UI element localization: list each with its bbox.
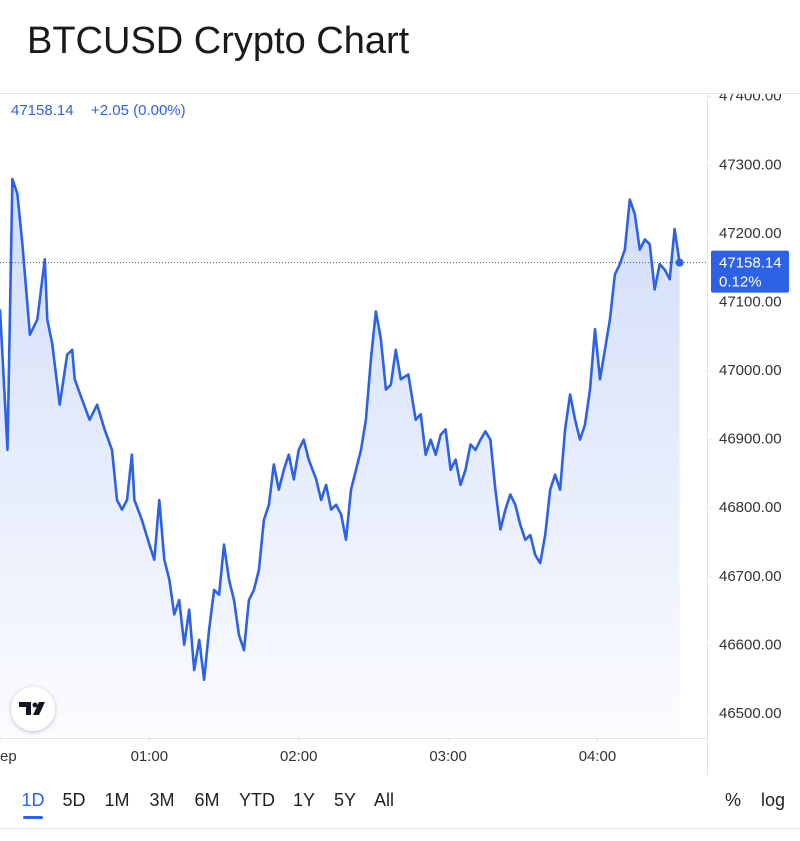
x-tick-label: 02:00 (280, 748, 318, 765)
logo-dot (32, 702, 38, 708)
axes: 46500.00 46600.00 46700.00 46800.00 46900.00… (0, 88, 789, 765)
y-tick-label: 46700.00 (719, 568, 782, 585)
range-button[interactable]: 1M (104, 790, 129, 810)
y-tick-label: 46500.00 (719, 705, 782, 722)
logo-t (19, 702, 31, 715)
scale-button[interactable]: log (761, 790, 785, 810)
price-change: +2.05 (0.00%) (91, 102, 186, 119)
price-line (0, 177, 681, 681)
range-button[interactable]: 5D (62, 790, 85, 810)
tradingview-logo (11, 687, 55, 731)
plot (0, 177, 707, 738)
range-button[interactable]: 1D (21, 790, 44, 810)
y-tick-label: 47100.00 (719, 293, 782, 310)
toolbar: 1D 5D 1M 3M 6M YTD 1Y 5Y All% log (21, 790, 785, 819)
price-badge-value: 47158.14 (719, 255, 782, 272)
last-price: 47158.14 (11, 102, 74, 119)
y-tick-label: 46800.00 (719, 499, 782, 516)
y-tick-label: 47200.00 (719, 225, 782, 242)
price-area (0, 179, 680, 738)
page-title: BTCUSD Crypto Chart (27, 20, 410, 62)
range-button[interactable]: 3M (149, 790, 174, 810)
y-tick-label: 47400.00 (719, 88, 782, 105)
y-tick-label: 47000.00 (719, 362, 782, 379)
range-button[interactable]: 1Y (293, 790, 315, 810)
x-tick-label: 03:00 (429, 748, 467, 765)
y-axis-labels: 46500.00 46600.00 46700.00 46800.00 46900.00… (707, 88, 782, 722)
price-badge-change: 0.12% (719, 274, 762, 291)
y-tick-label: 46600.00 (719, 636, 782, 653)
logo-slash (33, 702, 45, 715)
y-tick-label: 46900.00 (719, 431, 782, 448)
x-tick-label: ep (0, 748, 17, 765)
price-badge (711, 250, 789, 293)
scale-button[interactable]: % (725, 790, 741, 810)
x-tick-label: 01:00 (131, 748, 169, 765)
range-button[interactable]: 6M (194, 790, 219, 810)
logo-badge (11, 687, 55, 731)
y-tick-label: 47300.00 (719, 156, 782, 173)
range-button[interactable]: All (374, 790, 394, 810)
range-button[interactable]: 5Y (334, 790, 356, 810)
last-point (675, 258, 684, 267)
tradingview-logo-mark (19, 702, 45, 715)
selected-underline (23, 816, 43, 819)
range-button[interactable]: YTD (239, 790, 275, 810)
x-tick-label: 04:00 (579, 748, 617, 765)
